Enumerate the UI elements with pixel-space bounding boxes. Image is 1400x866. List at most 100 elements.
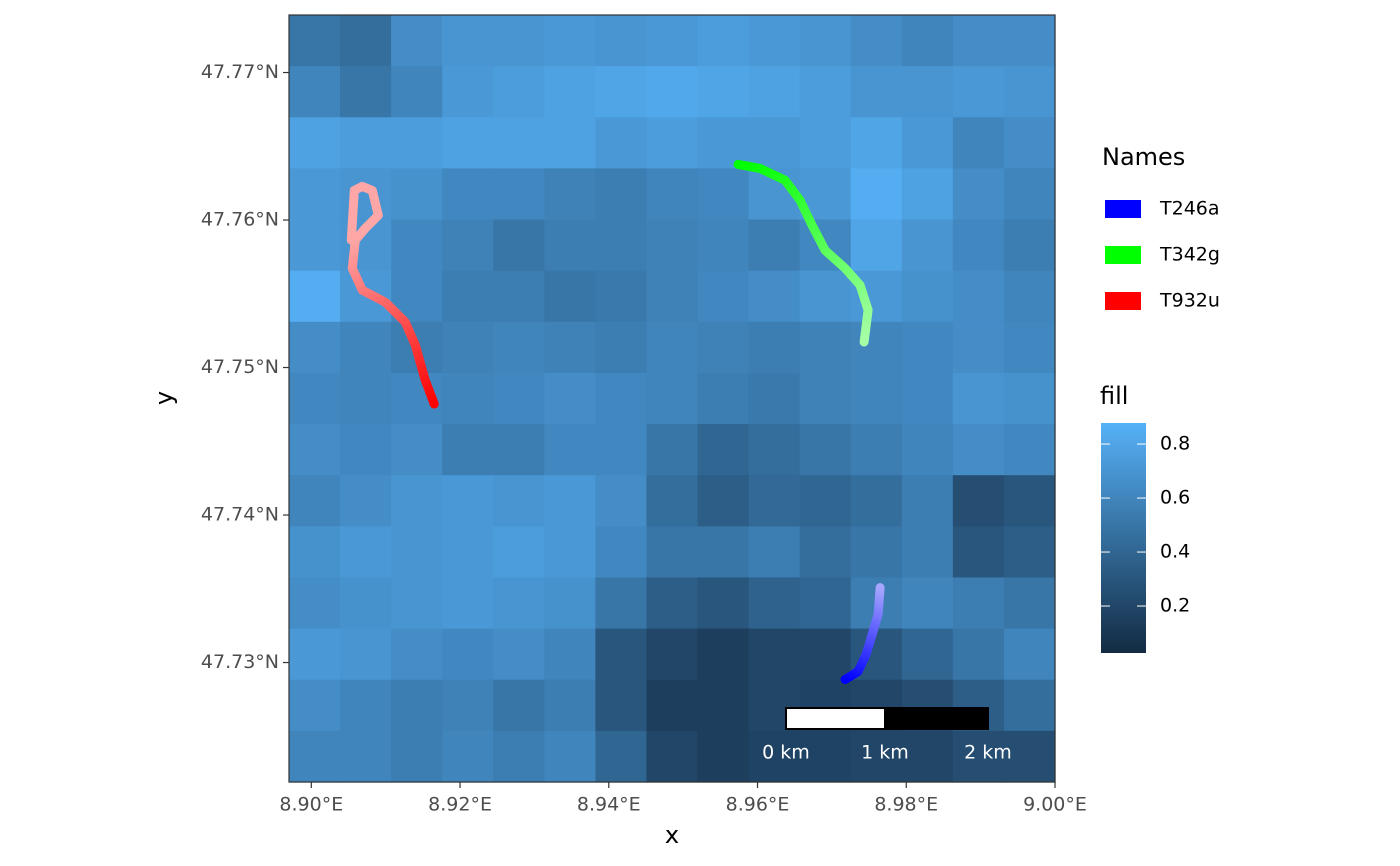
raster-cell bbox=[340, 168, 392, 221]
raster-cell bbox=[952, 577, 1005, 630]
raster-cell bbox=[442, 66, 494, 118]
raster-cell bbox=[952, 270, 1005, 323]
raster-cell bbox=[493, 321, 545, 374]
raster-cell bbox=[1003, 168, 1056, 221]
raster-cell bbox=[442, 15, 494, 67]
raster-cell bbox=[493, 679, 545, 732]
x-tick-label: 8.96°E bbox=[726, 794, 790, 816]
raster-cell bbox=[646, 270, 699, 323]
raster-cell bbox=[289, 15, 341, 67]
raster-cell bbox=[289, 730, 341, 783]
raster-cell bbox=[850, 475, 903, 527]
raster-cell bbox=[646, 475, 699, 527]
raster-cell bbox=[850, 168, 903, 221]
raster-cell bbox=[1003, 577, 1056, 630]
raster-cell bbox=[544, 321, 596, 374]
raster-cell bbox=[289, 321, 341, 374]
raster-cell bbox=[544, 372, 596, 425]
raster-cell bbox=[595, 321, 648, 374]
raster-cell bbox=[493, 15, 545, 67]
raster-cell bbox=[493, 475, 545, 527]
raster-cell bbox=[901, 168, 954, 221]
raster-cell bbox=[799, 730, 852, 783]
raster-cell bbox=[952, 117, 1005, 169]
raster-cell bbox=[340, 679, 392, 732]
raster-cell bbox=[697, 577, 750, 630]
legend-label: T342g bbox=[1159, 244, 1220, 266]
raster-cell bbox=[850, 66, 903, 118]
raster-cell bbox=[493, 577, 545, 630]
y-tick-label: 47.77°N bbox=[201, 61, 279, 83]
legend-label: T932u bbox=[1159, 290, 1220, 312]
raster-cell bbox=[697, 66, 750, 118]
raster-cell bbox=[493, 270, 545, 323]
raster-cell bbox=[391, 577, 443, 630]
raster-cell bbox=[442, 526, 494, 579]
raster-cell bbox=[391, 526, 443, 579]
raster-cell bbox=[1003, 679, 1056, 732]
raster-cell bbox=[442, 424, 494, 476]
raster-cell bbox=[697, 321, 750, 374]
raster-cell bbox=[289, 424, 341, 476]
raster-cell bbox=[748, 372, 801, 425]
raster-cell bbox=[442, 628, 494, 681]
raster-cell bbox=[289, 270, 341, 323]
raster-cell bbox=[493, 168, 545, 221]
raster-cell bbox=[1003, 730, 1056, 783]
raster-cell bbox=[544, 219, 596, 272]
raster-cell bbox=[952, 372, 1005, 425]
raster-cell bbox=[1003, 526, 1056, 579]
raster-cell bbox=[442, 372, 494, 425]
raster-cell bbox=[697, 730, 750, 783]
raster-cell bbox=[340, 526, 392, 579]
raster-cell bbox=[493, 66, 545, 118]
raster-cell bbox=[391, 628, 443, 681]
raster-cell bbox=[595, 526, 648, 579]
raster-cell bbox=[799, 321, 852, 374]
y-tick-label: 47.76°N bbox=[201, 209, 279, 231]
raster-cell bbox=[748, 730, 801, 783]
raster-cell bbox=[646, 66, 699, 118]
colorbar-label: 0.6 bbox=[1160, 487, 1190, 509]
legend-key bbox=[1105, 292, 1141, 310]
raster-cell bbox=[799, 372, 852, 425]
raster-cell bbox=[850, 730, 903, 783]
raster-cell bbox=[391, 679, 443, 732]
raster-cell bbox=[646, 117, 699, 169]
raster-cell bbox=[901, 475, 954, 527]
legend-title: Names bbox=[1102, 143, 1185, 171]
raster-cell bbox=[544, 730, 596, 783]
raster-cell bbox=[493, 526, 545, 579]
raster-cell bbox=[952, 526, 1005, 579]
raster-cell bbox=[340, 628, 392, 681]
raster-cell bbox=[1003, 475, 1056, 527]
colorbar bbox=[1101, 423, 1146, 653]
raster-cell bbox=[442, 321, 494, 374]
raster-cell bbox=[544, 577, 596, 630]
raster-cell bbox=[850, 117, 903, 169]
raster-cell bbox=[595, 15, 648, 67]
raster-cell bbox=[289, 679, 341, 732]
raster-cell bbox=[901, 66, 954, 118]
raster-cell bbox=[289, 475, 341, 527]
raster-cell bbox=[1003, 270, 1056, 323]
raster-cell bbox=[544, 475, 596, 527]
raster-cell bbox=[289, 628, 341, 681]
raster-cell bbox=[646, 219, 699, 272]
raster-cell bbox=[544, 15, 596, 67]
raster-cell bbox=[697, 168, 750, 221]
raster-cell bbox=[850, 219, 903, 272]
raster-cell bbox=[646, 424, 699, 476]
y-tick-label: 47.74°N bbox=[201, 504, 279, 526]
raster-cell bbox=[748, 270, 801, 323]
raster-cell bbox=[646, 15, 699, 67]
raster-cell bbox=[952, 66, 1005, 118]
raster-cell bbox=[340, 424, 392, 476]
raster-cell bbox=[442, 117, 494, 169]
raster-cell bbox=[697, 424, 750, 476]
raster-cell bbox=[340, 66, 392, 118]
track bbox=[840, 583, 885, 684]
raster-cell bbox=[340, 117, 392, 169]
raster-cell bbox=[646, 372, 699, 425]
